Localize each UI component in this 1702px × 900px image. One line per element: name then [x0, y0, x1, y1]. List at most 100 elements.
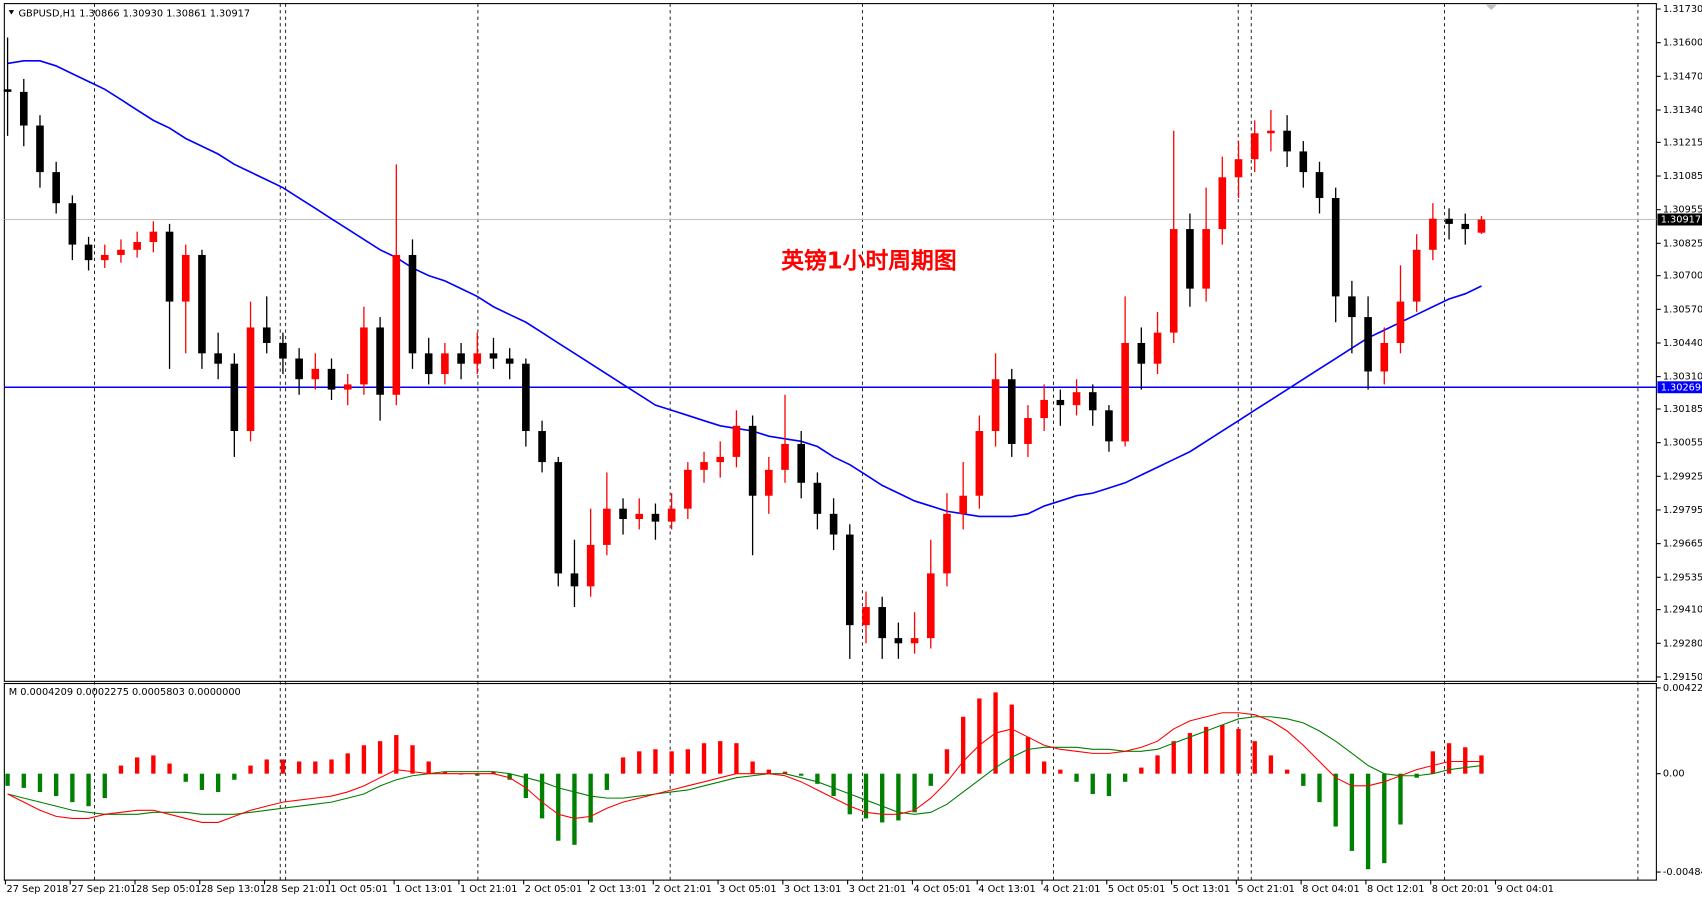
menu-arrow: [8, 10, 15, 15]
candle-body: [246, 327, 255, 432]
candle-body: [68, 203, 77, 245]
candle-body: [117, 249, 125, 255]
candle-body: [424, 353, 433, 375]
last-price-box: [1657, 213, 1702, 226]
histogram-bar: [556, 773, 561, 841]
candle-body: [1105, 410, 1113, 442]
histogram-bar: [750, 761, 755, 774]
candle-body: [230, 363, 239, 432]
histogram-bar: [329, 759, 334, 774]
candle-body: [1169, 229, 1178, 333]
histogram-bar: [1252, 741, 1257, 774]
x-tick-label: 4 Oct 21:01: [1043, 884, 1100, 895]
candle-body: [635, 513, 644, 520]
y-tick-label: 1.29795: [1663, 505, 1702, 516]
candle-body: [716, 456, 725, 463]
histogram-bar: [296, 761, 302, 774]
candle-body: [1299, 151, 1308, 173]
y-tick-label: 1.30185: [1663, 404, 1702, 415]
y-tick-label: 1.29925: [1663, 471, 1702, 482]
y-tick-label: 1.30310: [1663, 372, 1702, 383]
candle-body: [894, 638, 903, 644]
candle-body: [732, 425, 741, 457]
candle-body: [651, 513, 660, 522]
histogram-bar: [70, 773, 75, 803]
candle-body: [554, 462, 563, 574]
histogram-bar: [248, 765, 253, 774]
y-tick-label: 1.31600: [1663, 38, 1702, 49]
candle-body: [343, 384, 352, 390]
candle-body: [1445, 218, 1453, 224]
candle-body: [1429, 218, 1437, 250]
histogram-bar: [54, 773, 59, 797]
histogram-bar: [539, 773, 545, 819]
x-tick-label: 5 Oct 21:01: [1237, 884, 1294, 895]
histogram-bar: [782, 771, 788, 774]
candle-body: [262, 327, 271, 343]
candle-body: [1396, 301, 1405, 343]
x-tick-label: 9 Oct 04:01: [1497, 884, 1554, 895]
histogram-bar: [134, 757, 140, 774]
candle-body: [1153, 332, 1162, 364]
candle-body: [943, 513, 951, 574]
candle-body: [1024, 418, 1032, 444]
x-tick-label: 4 Oct 13:01: [978, 884, 1035, 895]
candle-body: [1186, 229, 1194, 289]
candle-body: [603, 508, 611, 545]
histogram-bar: [151, 755, 156, 774]
candle-body: [473, 353, 482, 364]
candle-body: [279, 342, 287, 359]
candle-body: [3, 89, 12, 92]
y-tick-label: 1.31470: [1663, 71, 1702, 82]
y-tick-label: 1.30955: [1663, 205, 1702, 216]
histogram-bar: [1203, 726, 1209, 774]
y-tick-label: 0.004222: [1663, 683, 1702, 694]
candle-body: [1250, 133, 1259, 160]
histogram-bar: [620, 757, 626, 774]
histogram-bar: [167, 763, 172, 774]
candle-body: [1072, 392, 1081, 406]
x-tick-label: 8 Oct 20:01: [1432, 884, 1489, 895]
candle-body: [441, 353, 449, 375]
histogram-bar: [1446, 743, 1452, 774]
histogram-bar: [815, 773, 820, 784]
histogram-bar: [1074, 773, 1079, 782]
candle-body: [1218, 177, 1227, 230]
candle-body: [457, 353, 465, 364]
x-tick-label: 4 Oct 05:01: [913, 884, 970, 895]
y-tick-label: 1.31215: [1663, 137, 1702, 148]
histogram-bar: [1317, 773, 1322, 803]
candle-body: [845, 534, 854, 626]
candle-body: [667, 508, 676, 522]
histogram-bar: [21, 773, 26, 788]
candle-body: [910, 638, 919, 644]
histogram-bar: [394, 735, 399, 774]
candle-body: [311, 368, 320, 380]
histogram-bar: [1268, 755, 1274, 774]
histogram-bar: [1106, 773, 1112, 797]
histogram-bar: [118, 765, 124, 774]
x-tick-label: 27 Sep 21:01: [71, 884, 136, 895]
candle-body: [1283, 130, 1291, 152]
y-tick-label: -0.00484: [1663, 867, 1702, 878]
histogram-bar: [183, 773, 188, 782]
candle-body: [1477, 219, 1486, 233]
candle-body: [813, 482, 822, 514]
x-tick-label: 28 Sep 21:01: [266, 884, 331, 895]
histogram-bar: [799, 773, 804, 776]
candle-body: [1234, 159, 1243, 178]
candle-body: [862, 607, 870, 626]
macd-line: [7, 716, 1482, 815]
candle-body: [505, 358, 514, 364]
x-tick-label: 3 Oct 05:01: [719, 884, 776, 895]
y-tick-label: 0.00: [1663, 769, 1685, 780]
y-tick-label: 1.31085: [1663, 171, 1702, 182]
candle-body: [1348, 296, 1356, 318]
moving-average: [7, 60, 1482, 518]
candle-body: [975, 431, 984, 496]
candle-body: [797, 443, 806, 483]
histogram-bar: [701, 743, 707, 774]
candle-body: [700, 462, 708, 470]
